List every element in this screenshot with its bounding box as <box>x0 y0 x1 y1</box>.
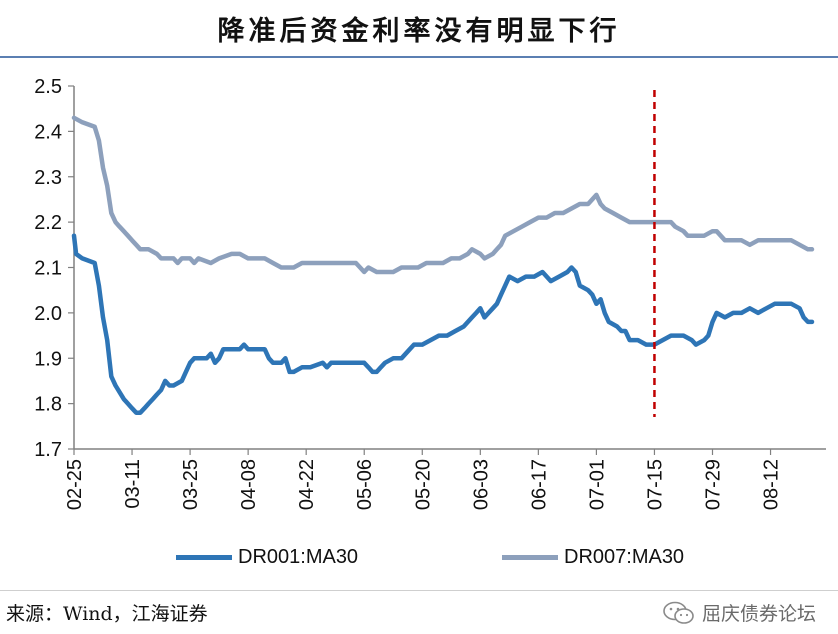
chart-title: 降准后资金利率没有明显下行 <box>217 15 621 47</box>
legend-label-dr007: DR007:MA30 <box>564 546 685 568</box>
y-tick-label: 2.2 <box>34 212 62 234</box>
wechat-icon <box>663 601 694 624</box>
x-tick-label: 02-25 <box>64 459 86 510</box>
x-tick-label: 05-20 <box>412 459 434 510</box>
legend-swatch-dr001 <box>176 555 232 560</box>
x-tick-label: 04-22 <box>296 459 318 510</box>
y-tick-label: 1.7 <box>34 439 62 461</box>
y-tick-label: 2.1 <box>34 258 62 280</box>
legend-item-dr001: DR001:MA30 <box>176 546 358 569</box>
x-tick-label: 07-15 <box>644 459 666 510</box>
legend-item-dr007: DR007:MA30 <box>502 546 684 569</box>
y-tick-label: 1.8 <box>34 394 62 416</box>
x-tick-label: 06-03 <box>470 459 492 510</box>
x-tick-label: 03-11 <box>122 459 144 509</box>
source-note: 来源：Wind，江海证券 <box>6 603 208 625</box>
footer: 来源：Wind，江海证券 屈庆债券论坛 <box>0 590 838 634</box>
y-tick-label: 2.4 <box>34 121 62 143</box>
y-tick-label: 2.0 <box>34 303 62 325</box>
series-line-dr001 <box>71 233 815 415</box>
y-tick-label: 2.5 <box>34 76 62 98</box>
x-tick-label: 06-17 <box>528 459 550 510</box>
y-tick-label: 1.9 <box>34 348 62 370</box>
y-tick-label: 2.3 <box>34 167 62 189</box>
watermark: 屈庆债券论坛 <box>662 599 816 626</box>
legend: DR001:MA30 DR007:MA30 <box>0 546 838 574</box>
title-bar: 降准后资金利率没有明显下行 <box>0 0 838 58</box>
line-chart: 1.7 1.8 1.9 2.0 2.1 2.2 2.3 2.4 2.5 02-25 03-11 03-… <box>34 76 826 510</box>
series-line-dr007 <box>71 115 815 275</box>
legend-label-dr001: DR001:MA30 <box>238 546 359 568</box>
x-tick-label: 07-01 <box>586 459 608 510</box>
x-tick-label: 03-25 <box>180 459 202 510</box>
legend-swatch-dr007 <box>502 555 558 560</box>
watermark-text: 屈庆债券论坛 <box>701 603 816 625</box>
x-tick-label: 05-06 <box>354 459 376 510</box>
x-tick-label: 07-29 <box>702 459 724 510</box>
x-tick-label: 08-12 <box>761 459 783 510</box>
x-tick-label: 04-08 <box>238 459 260 510</box>
